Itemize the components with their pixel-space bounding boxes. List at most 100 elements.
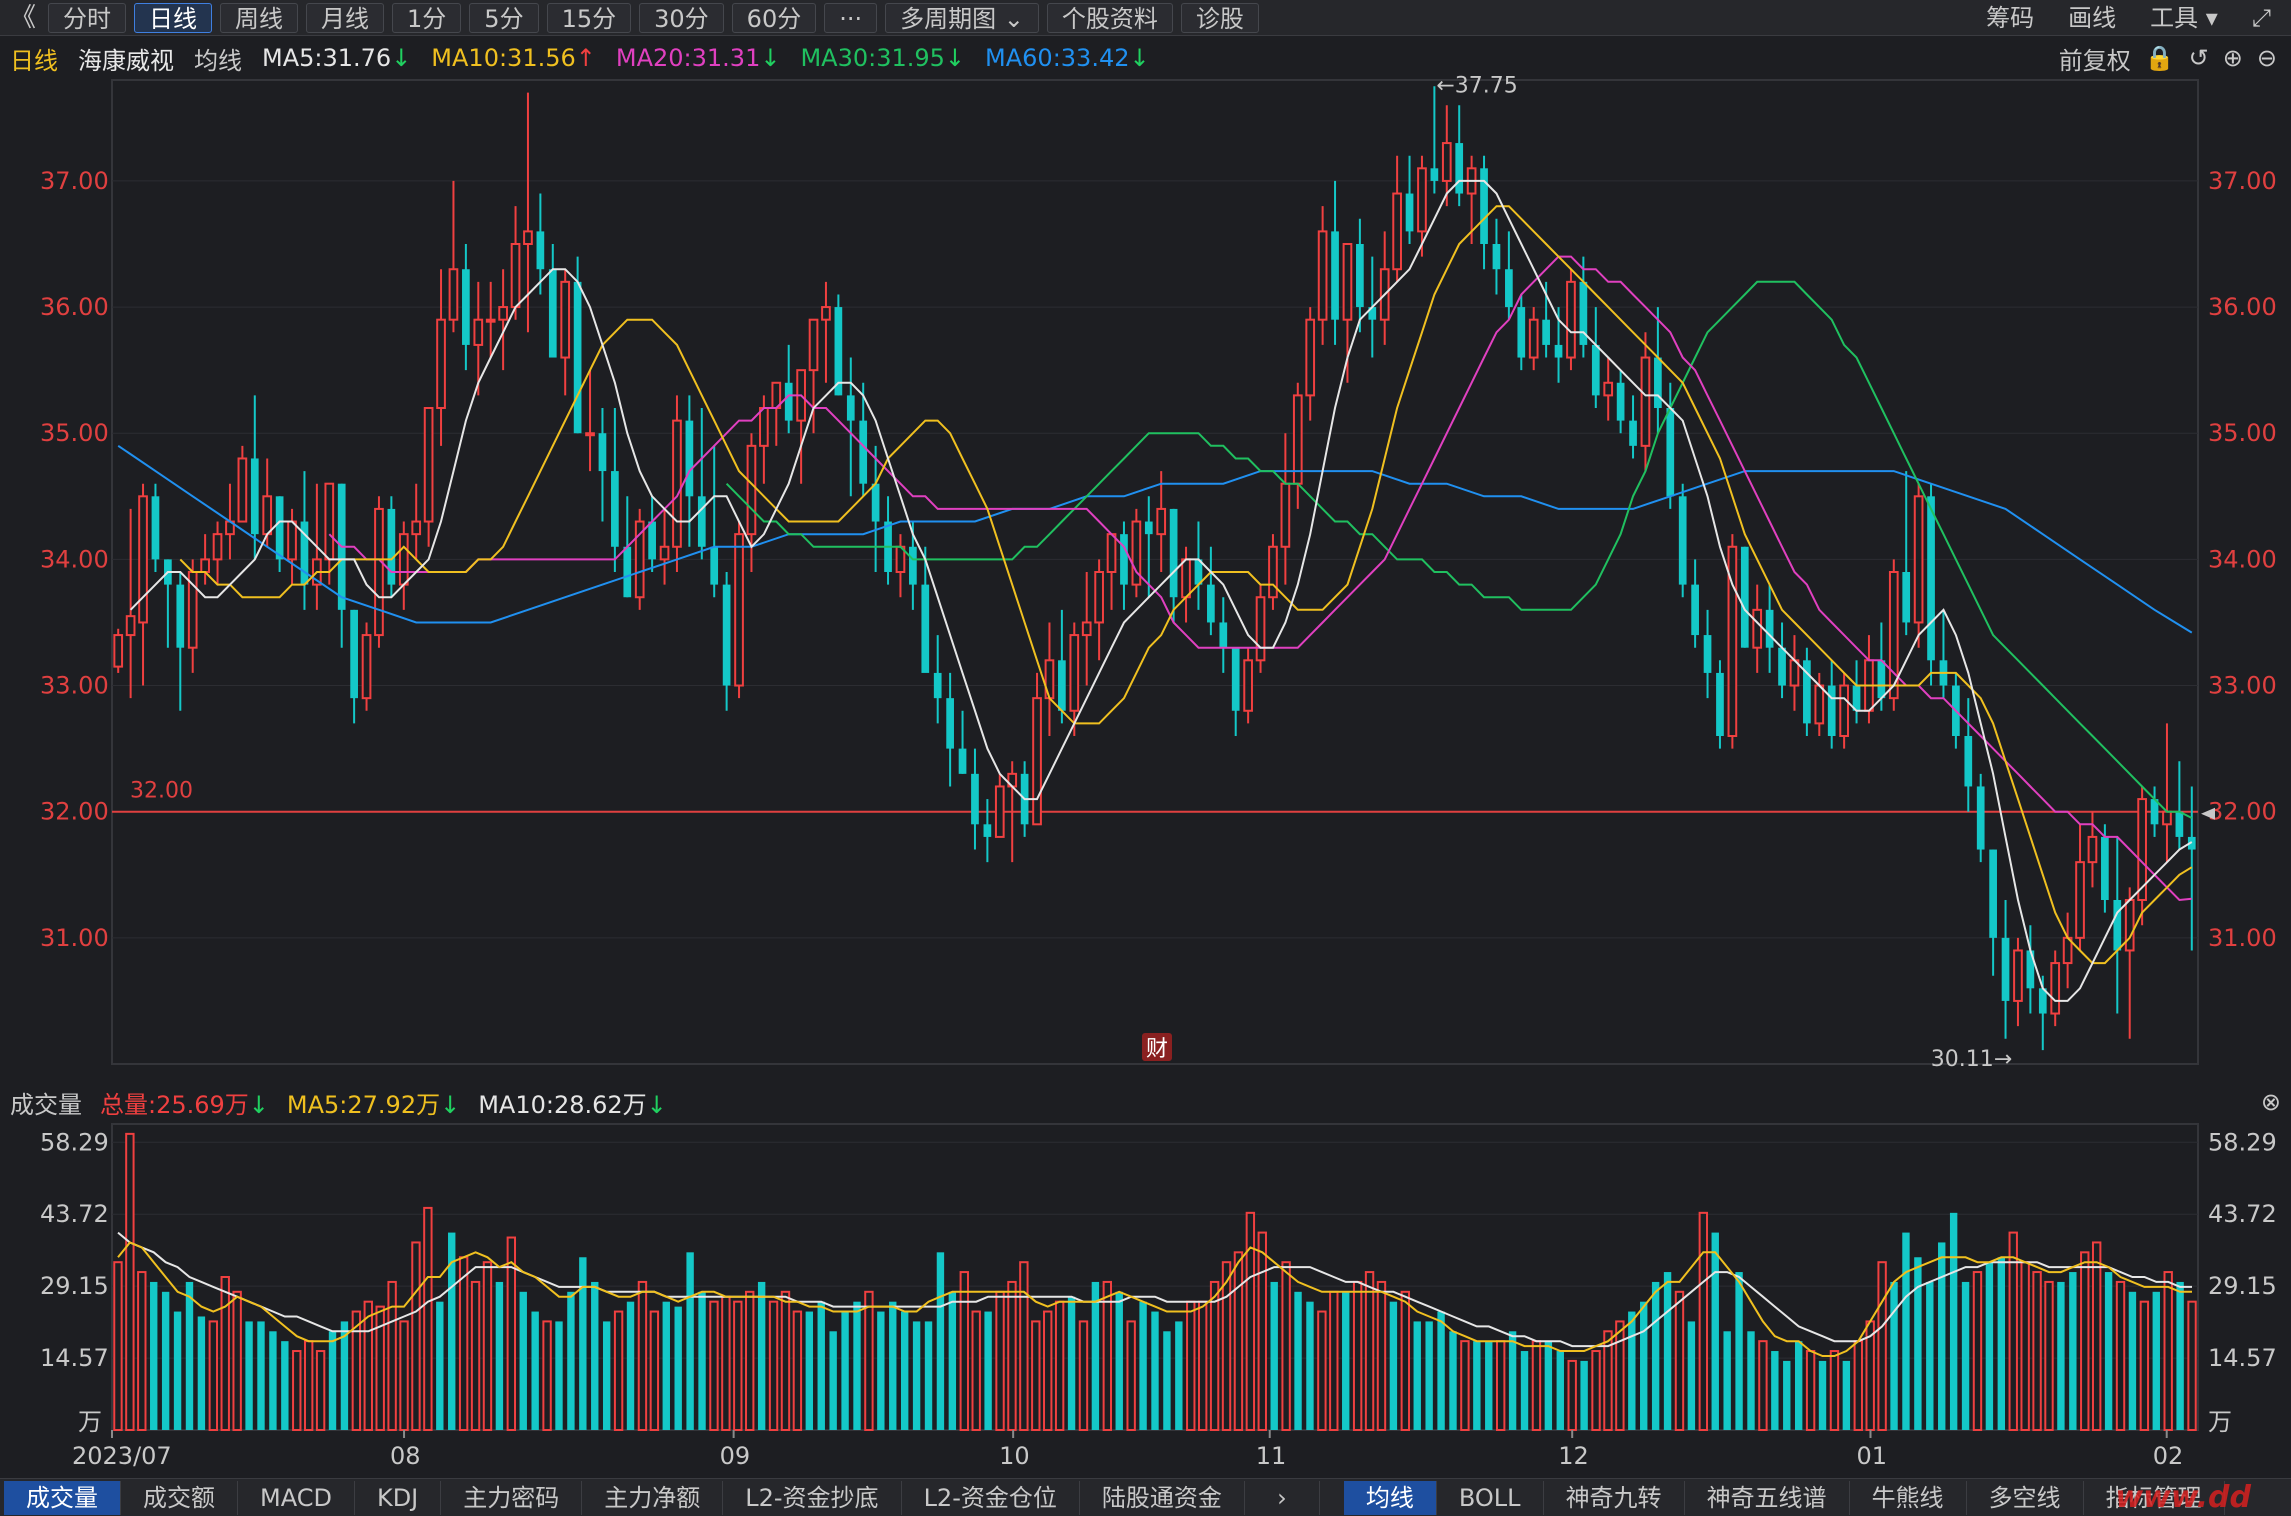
candle — [1803, 647, 1811, 736]
candle — [796, 369, 806, 484]
candle — [1939, 609, 1948, 699]
candle-body-up — [634, 520, 645, 599]
candle — [1789, 635, 1800, 711]
candle-body-up — [746, 444, 757, 536]
candle-body-up — [361, 634, 372, 700]
stock-name[interactable]: 海康威视 — [78, 46, 174, 75]
volume-bar — [281, 1341, 289, 1430]
volume-bar — [2044, 1280, 2054, 1431]
volume-bar — [555, 1321, 563, 1430]
period-tab-4[interactable]: 1分 — [392, 2, 462, 33]
zoom-out-icon[interactable]: ⊖ — [2256, 44, 2277, 72]
volume-bar — [567, 1291, 575, 1430]
volume-bar — [733, 1300, 743, 1431]
overlay-tab-3[interactable]: 神奇五线谱 — [1685, 1480, 1850, 1515]
volume-bar — [792, 1310, 803, 1431]
price-tick-right-6: 31.00 — [2208, 924, 2277, 952]
volume-bar — [853, 1301, 861, 1430]
candle-body-down — [151, 496, 160, 560]
indicator-tab-1[interactable]: 成交额 — [121, 1480, 238, 1515]
period-tab-7[interactable]: 30分 — [639, 2, 724, 33]
indicator-tab-0[interactable]: 成交量 — [4, 1480, 121, 1515]
finance-event-marker[interactable]: 财 — [1142, 1033, 1172, 1062]
period-tab-12[interactable]: 诊股 — [1180, 2, 1259, 33]
indicator-tab-3[interactable]: KDJ — [355, 1480, 442, 1515]
candle — [536, 193, 545, 295]
toolbar-right-1[interactable]: 画线 — [2068, 3, 2117, 32]
candle-body-down — [1877, 660, 1886, 699]
candle — [2087, 811, 2098, 888]
overlay-tab-5[interactable]: 多空线 — [1967, 1480, 2084, 1515]
toolbar-right-2[interactable]: 工具 ▾ — [2150, 3, 2218, 32]
tabs-scroll-arrow[interactable]: › — [1245, 1480, 1320, 1515]
zoom-in-icon[interactable]: ⊕ — [2222, 44, 2243, 72]
candle-body-down — [859, 420, 868, 484]
candle-body-down — [697, 496, 706, 547]
indicator-tab-2[interactable]: MACD — [238, 1480, 355, 1515]
indicator-tab-8[interactable]: 陆股通资金 — [1080, 1480, 1245, 1515]
period-tab-1[interactable]: 日线 — [134, 2, 213, 33]
candle — [1827, 660, 1836, 749]
candle — [1131, 508, 1142, 598]
candle-body-up — [2124, 899, 2135, 952]
lock-icon[interactable]: 🔒 — [2144, 44, 2175, 72]
candle — [212, 521, 223, 585]
overlay-tab-4[interactable]: 牛熊线 — [1850, 1480, 1967, 1515]
period-tab-10[interactable]: 多周期图 ⌄ — [885, 2, 1039, 33]
candle-body-up — [1268, 545, 1278, 599]
candle-body-down — [1492, 244, 1501, 270]
volume-bar — [1342, 1291, 1350, 1430]
candle — [1106, 533, 1117, 610]
period-tab-2[interactable]: 周线 — [220, 2, 299, 33]
kline-charts[interactable]: 37.00 37.00 36.00 36.00 35.00 35.00 34.00 34.00… — [0, 0, 2291, 1478]
volume-bar — [924, 1321, 933, 1430]
main-plot-frame — [111, 79, 2199, 1065]
overlay-tab-2[interactable]: 神奇九转 — [1544, 1480, 1685, 1515]
volume-bar — [698, 1291, 706, 1430]
arrow-down-icon: ↓ — [391, 44, 412, 72]
adjust-select[interactable]: 前复权 — [2058, 46, 2131, 75]
volume-bar — [1926, 1281, 1934, 1430]
overlay-tab-1[interactable]: BOLL — [1437, 1480, 1544, 1515]
volume-bar — [1317, 1310, 1327, 1431]
candle — [1094, 559, 1104, 661]
volume-bar — [1186, 1300, 1196, 1431]
candle — [2050, 950, 2061, 1027]
period-tab-0[interactable]: 分时 — [48, 2, 127, 33]
period-tab-9[interactable]: ··· — [824, 2, 878, 33]
candle-body-up — [2050, 962, 2061, 1015]
candle-body-down — [2187, 836, 2196, 850]
ma-label[interactable]: 均线 — [194, 46, 242, 75]
close-icon[interactable]: ⊗ — [2260, 1088, 2281, 1116]
candle-body-up — [1156, 507, 1167, 536]
ma-value-1: MA10:31.56↑ — [431, 44, 596, 72]
period-tab-3[interactable]: 月线 — [306, 2, 385, 33]
candle-body-up — [485, 318, 496, 323]
indicator-tab-5[interactable]: 主力净额 — [582, 1480, 724, 1515]
period-tab-11[interactable]: 个股资料 — [1046, 2, 1173, 33]
candle-body-up — [1566, 280, 1576, 359]
period-tab-8[interactable]: 60分 — [731, 2, 817, 33]
candle-body-down — [1219, 622, 1228, 648]
candle — [1292, 382, 1303, 509]
period-tab-6[interactable]: 15分 — [546, 2, 632, 33]
indicator-tab-4[interactable]: 主力密码 — [441, 1480, 583, 1515]
overlay-tab-6[interactable]: 指标管理 — [2084, 1480, 2225, 1515]
indicator-tab-7[interactable]: L2-资金仓位 — [902, 1480, 1080, 1515]
volume-bar — [1294, 1291, 1302, 1430]
back-button[interactable]: 《 — [10, 2, 37, 33]
undo-icon[interactable]: ↺ — [2188, 44, 2209, 72]
candle-body-up — [1913, 495, 1924, 624]
volume-bar — [2139, 1300, 2150, 1431]
indicator-tab-6[interactable]: L2-资金抄底 — [723, 1480, 902, 1515]
toolbar-right-0[interactable]: 筹码 — [1986, 3, 2035, 32]
overlay-tab-0[interactable]: 均线 — [1343, 1480, 1437, 1515]
candle — [361, 622, 372, 711]
volume-bar — [1151, 1311, 1159, 1430]
candle-body-down — [387, 508, 396, 585]
volume-bar — [829, 1331, 837, 1430]
candle-body-up — [821, 306, 831, 321]
candle-body-up — [585, 432, 595, 437]
period-tab-5[interactable]: 5分 — [469, 2, 539, 33]
fullscreen-icon[interactable]: ⤢ — [2251, 3, 2271, 32]
